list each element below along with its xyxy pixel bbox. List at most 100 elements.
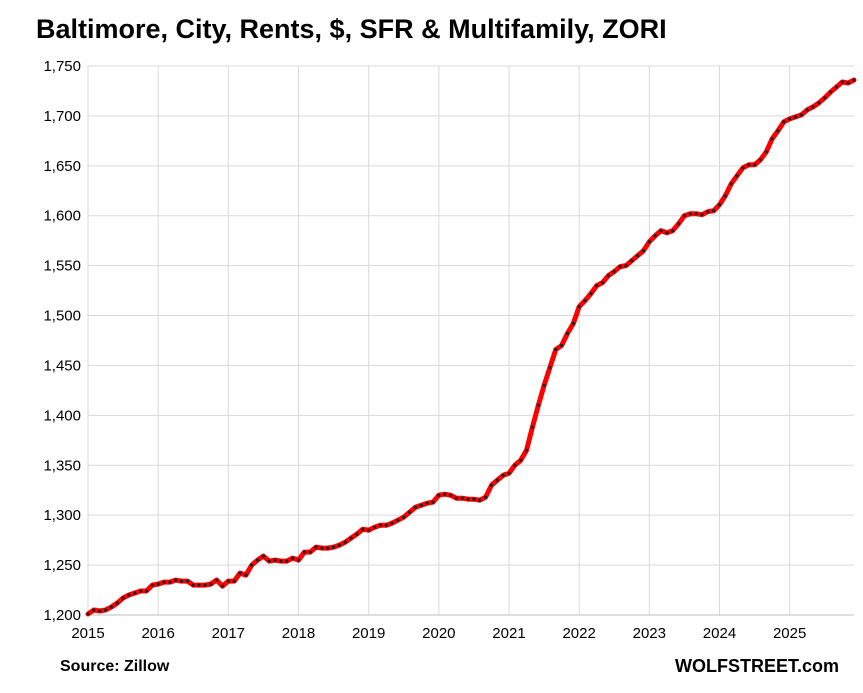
data-point (764, 150, 768, 154)
series-line (85, 77, 857, 617)
data-point (448, 493, 453, 497)
data-point (560, 343, 564, 348)
x-tick-label: 2024 (703, 625, 736, 642)
x-gridlines (87, 66, 854, 616)
data-point (472, 497, 476, 501)
data-point (384, 523, 388, 527)
data-point (688, 212, 692, 216)
chart-title: Baltimore, City, Rents, $, SFR & Multifa… (36, 14, 667, 44)
data-point (653, 234, 657, 238)
data-point (700, 213, 704, 217)
data-point (694, 212, 698, 216)
data-point (595, 284, 599, 288)
x-tick-label: 2021 (492, 625, 525, 642)
data-point (256, 558, 260, 562)
data-point (367, 528, 371, 532)
data-point (372, 525, 377, 529)
data-point (735, 174, 739, 178)
data-point (86, 612, 90, 616)
source-note: Source: Zillow (60, 658, 170, 675)
data-point (332, 545, 336, 549)
data-point (314, 545, 318, 549)
data-point (355, 532, 359, 536)
data-point (589, 292, 593, 296)
y-tick-label: 1,300 (43, 507, 81, 524)
data-point (489, 483, 494, 487)
data-point (554, 347, 558, 352)
data-point (641, 249, 646, 253)
data-point (203, 583, 207, 587)
data-point (501, 473, 505, 477)
data-point (636, 254, 640, 258)
data-point (805, 108, 809, 112)
data-point (776, 129, 780, 133)
data-point (419, 503, 423, 507)
data-point (408, 510, 412, 514)
data-point (647, 240, 651, 244)
data-point (671, 229, 675, 233)
data-point (92, 608, 96, 612)
x-tick-label: 2022 (562, 625, 595, 642)
data-point (507, 471, 511, 475)
data-point (109, 605, 113, 609)
data-point (343, 540, 347, 544)
data-point (261, 554, 265, 558)
data-point (308, 550, 312, 554)
y-tick-label: 1,600 (43, 208, 81, 225)
data-point (606, 274, 611, 278)
data-point (185, 579, 189, 583)
x-tick-label: 2023 (633, 625, 666, 642)
data-point (320, 546, 324, 550)
y-tick-label: 1,500 (43, 308, 81, 325)
data-point (484, 495, 488, 499)
data-point (530, 425, 535, 429)
data-point (226, 579, 230, 583)
data-point (425, 501, 429, 505)
data-point (823, 96, 827, 100)
data-point (829, 90, 833, 94)
data-point (577, 305, 581, 309)
x-axis-tick-labels: 2015 2016 2017 2018 2019 2020 2021 2022 2023 2024… (71, 625, 806, 642)
x-tick-label: 2018 (282, 625, 315, 642)
y-tick-label: 1,550 (43, 258, 81, 275)
x-tick-label: 2019 (352, 625, 385, 642)
data-point (402, 515, 406, 519)
data-point (296, 558, 301, 562)
data-point (618, 265, 622, 269)
data-point (706, 210, 710, 214)
data-point (542, 383, 546, 387)
data-point (232, 579, 236, 583)
data-point (811, 105, 815, 109)
data-point (103, 608, 108, 612)
data-point (454, 496, 458, 500)
data-point (612, 270, 616, 274)
data-point (174, 578, 178, 582)
data-point (682, 214, 687, 218)
data-point (378, 523, 382, 527)
data-point (717, 203, 722, 207)
y-tick-label: 1,450 (43, 357, 81, 374)
data-point (723, 194, 727, 198)
data-point (834, 85, 839, 89)
x-tick-label: 2017 (212, 625, 245, 642)
data-point (548, 365, 552, 370)
data-point (127, 593, 131, 597)
data-point (390, 521, 394, 525)
data-point (209, 582, 213, 586)
data-point (659, 229, 663, 233)
y-tick-label: 1,250 (43, 557, 81, 574)
data-point (460, 496, 464, 500)
data-point (817, 101, 821, 105)
data-point (583, 299, 587, 303)
y-tick-label: 1,400 (43, 407, 81, 424)
data-point (571, 321, 575, 326)
data-point (624, 264, 628, 268)
data-point (495, 478, 499, 482)
y-tick-label: 1,750 (43, 58, 81, 75)
data-point (793, 115, 798, 119)
x-tick-label: 2015 (71, 625, 104, 642)
brand-label: WOLFSTREET.com (674, 656, 839, 676)
data-point (115, 601, 119, 605)
data-point (782, 120, 786, 124)
